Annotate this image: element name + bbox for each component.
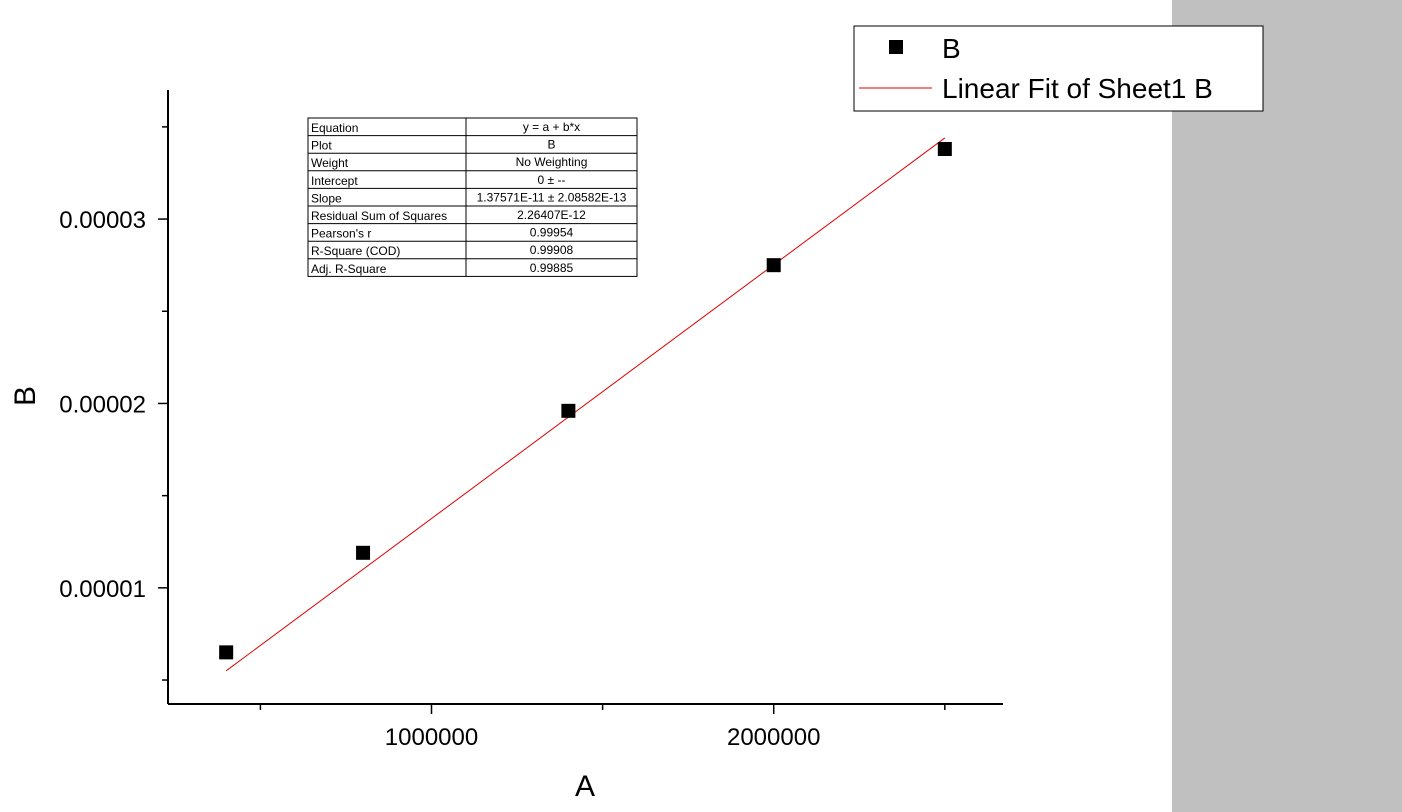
y-axis-title: B: [9, 386, 42, 406]
stats-value: y = a + b*x: [523, 120, 580, 134]
legend-box: [853, 25, 1264, 112]
x-tick-label: 1000000: [385, 724, 478, 751]
stats-value: 0.99954: [530, 226, 574, 240]
data-point: [766, 258, 781, 273]
y-tick-label: 0.00002: [59, 391, 146, 418]
stats-label: Slope: [311, 191, 342, 205]
legend: B Linear Fit of Sheet1 B: [853, 25, 1264, 112]
y-tick-label: 0.00003: [59, 207, 146, 234]
stats-value: 0 ± --: [538, 173, 566, 187]
side-panel: [1172, 0, 1402, 812]
stats-label: Weight: [311, 156, 349, 170]
stats-label: Plot: [311, 139, 332, 153]
stats-value: B: [547, 138, 555, 152]
data-point: [561, 403, 576, 418]
stats-label: Equation: [311, 121, 358, 135]
data-point: [356, 545, 371, 560]
stats-label: Adj. R-Square: [311, 262, 387, 276]
legend-label-fit: Linear Fit of Sheet1 B: [942, 73, 1213, 104]
data-point: [219, 645, 234, 660]
ticks: 1000000 2000000 0.00001 0.00002 0.00003: [59, 126, 946, 751]
linear-fit-line: [225, 137, 946, 672]
stats-value: 2.26407E-12: [517, 208, 586, 222]
stats-value: 1.37571E-11 ± 2.08582E-13: [477, 190, 627, 204]
stats-label: Pearson's r: [311, 227, 371, 241]
stats-value: No Weighting: [516, 155, 588, 169]
stats-table-border: [307, 117, 638, 277]
legend-label-scatter: B: [942, 33, 961, 64]
y-tick-label: 0.00001: [59, 576, 146, 603]
stats-value: 0.99908: [530, 243, 574, 257]
axes: [167, 90, 1003, 705]
stats-value: 0.99885: [530, 261, 574, 275]
fit-line-group: [225, 137, 946, 672]
stats-label: Intercept: [311, 174, 358, 188]
x-tick-label: 2000000: [727, 724, 820, 751]
x-axis-title: A: [575, 770, 595, 803]
data-point: [937, 142, 952, 157]
legend-marker-square: [889, 40, 903, 54]
fit-statistics-table: Equation y = a + b*x Plot B Weight No Weighti…: [307, 117, 638, 277]
stats-label: R-Square (COD): [311, 244, 400, 258]
stats-label: Residual Sum of Squares: [311, 209, 447, 223]
data-points: [219, 142, 952, 660]
